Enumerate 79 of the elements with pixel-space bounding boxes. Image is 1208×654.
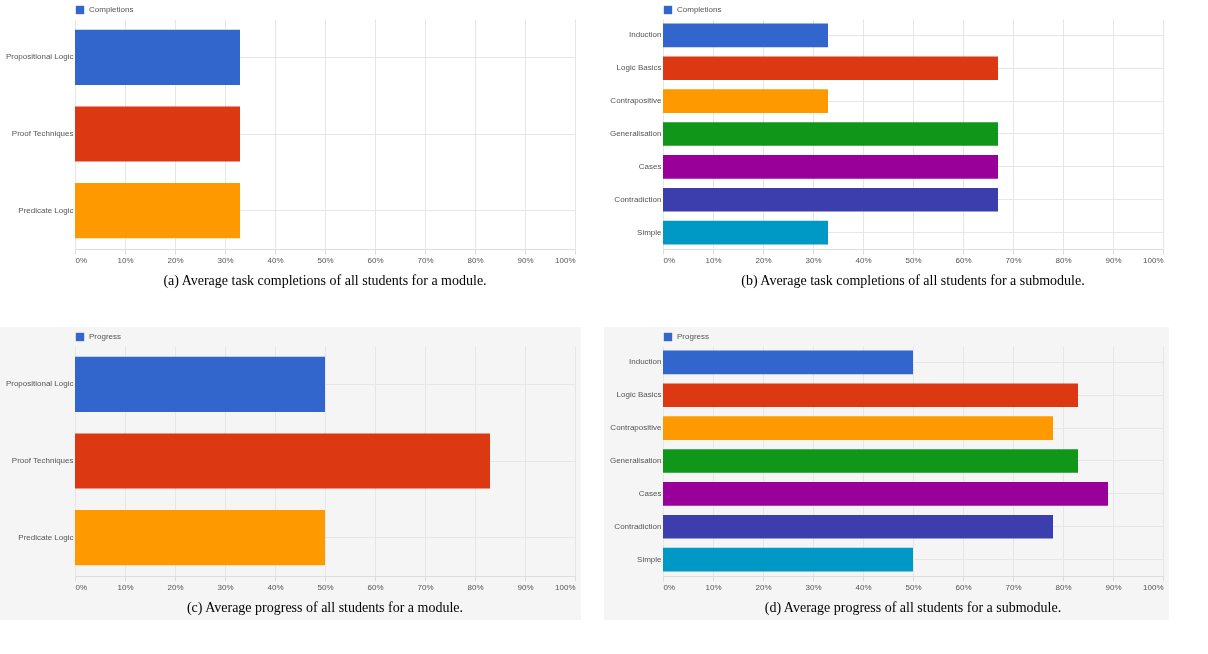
x-tick-label: 80% xyxy=(467,255,484,265)
x-tick-label: 70% xyxy=(1005,255,1022,265)
x-tick-label: 40% xyxy=(267,582,284,592)
y-tick-label: Proof Techniques xyxy=(11,129,74,138)
x-tick-label: 30% xyxy=(217,582,234,592)
y-tick-label: Proof Techniques xyxy=(11,456,74,465)
x-tick-label: 70% xyxy=(1005,582,1022,592)
bar xyxy=(663,547,913,572)
y-tick-label: Logic Basics xyxy=(616,390,662,400)
x-tick-label: 100% xyxy=(555,255,576,265)
y-tick-label: Propositional Logic xyxy=(5,52,74,62)
y-tick-label: Cases xyxy=(638,488,662,498)
bar xyxy=(663,482,1108,506)
x-tick-label: 10% xyxy=(117,255,134,265)
y-tick-label: Simple xyxy=(637,554,663,564)
x-tick-label: 50% xyxy=(317,255,334,265)
x-tick-label: 20% xyxy=(167,582,184,592)
bar xyxy=(663,416,1053,440)
x-tick-label: 100% xyxy=(1143,582,1164,592)
legend-label: Progress xyxy=(677,332,710,341)
x-tick-label: 50% xyxy=(317,582,334,592)
x-tick-label: 90% xyxy=(1105,582,1122,592)
x-tick-label: 50% xyxy=(905,255,922,265)
y-tick-label: Contradiction xyxy=(614,521,662,531)
x-tick-label: 30% xyxy=(217,255,234,265)
y-tick-label: Simple xyxy=(637,227,663,237)
x-tick-label: 40% xyxy=(855,582,872,592)
x-tick-label: 0% xyxy=(75,255,88,265)
y-tick-label: Propositional Logic xyxy=(5,379,74,389)
text: (c) Average progress of all students for a module. xyxy=(186,600,464,616)
text: (a) Average task completions of all students for a module. xyxy=(163,273,487,289)
x-tick-label: 70% xyxy=(417,255,434,265)
x-tick-label: 0% xyxy=(663,582,676,592)
x-tick-label: 60% xyxy=(367,582,384,592)
y-tick-label: Generalisation xyxy=(609,456,662,465)
y-tick-label: Cases xyxy=(638,161,662,171)
x-tick-label: 50% xyxy=(905,582,922,592)
y-tick-label: Induction xyxy=(629,357,662,367)
x-tick-label: 20% xyxy=(755,582,772,592)
legend-label: Completions xyxy=(89,5,134,14)
y-tick-label: Contrapositive xyxy=(610,96,663,106)
y-tick-label: Generalisation xyxy=(609,129,662,138)
x-tick-label: 60% xyxy=(955,582,972,592)
bar xyxy=(663,449,1078,473)
x-tick-label: 0% xyxy=(663,255,676,265)
x-tick-label: 0% xyxy=(75,582,88,592)
y-tick-label: Induction xyxy=(629,30,662,40)
x-tick-label: 20% xyxy=(755,255,772,265)
x-tick-label: 90% xyxy=(1105,255,1122,265)
bar xyxy=(663,514,1053,539)
x-tick-label: 30% xyxy=(805,255,822,265)
x-tick-label: 40% xyxy=(855,255,872,265)
y-tick-label: Predicate Logic xyxy=(18,205,74,215)
legend-label: Progress xyxy=(89,332,122,341)
x-tick-label: 20% xyxy=(167,255,184,265)
x-tick-label: 90% xyxy=(517,255,534,265)
legend-label: Completions xyxy=(677,5,722,14)
text: (b) Average task completions of all students for a submodule. xyxy=(741,273,1085,289)
y-tick-label: Contrapositive xyxy=(610,423,663,433)
x-tick-label: 70% xyxy=(417,582,434,592)
x-tick-label: 80% xyxy=(1055,582,1072,592)
x-tick-label: 30% xyxy=(805,582,822,592)
x-tick-label: 10% xyxy=(705,582,722,592)
y-tick-label: Predicate Logic xyxy=(18,532,74,542)
x-tick-label: 10% xyxy=(705,255,722,265)
x-tick-label: 100% xyxy=(1143,255,1164,265)
x-tick-label: 60% xyxy=(955,255,972,265)
x-tick-label: 10% xyxy=(117,582,134,592)
y-tick-label: Contradiction xyxy=(614,194,662,204)
text: (d) Average progress of all students for a submodule. xyxy=(764,600,1062,616)
x-tick-label: 100% xyxy=(555,582,576,592)
y-tick-label: Logic Basics xyxy=(616,63,662,73)
bar xyxy=(663,350,913,375)
bar xyxy=(663,383,1078,408)
x-tick-label: 90% xyxy=(517,582,534,592)
x-tick-label: 40% xyxy=(267,255,284,265)
x-tick-label: 80% xyxy=(467,582,484,592)
x-tick-label: 80% xyxy=(1055,255,1072,265)
x-tick-label: 60% xyxy=(367,255,384,265)
